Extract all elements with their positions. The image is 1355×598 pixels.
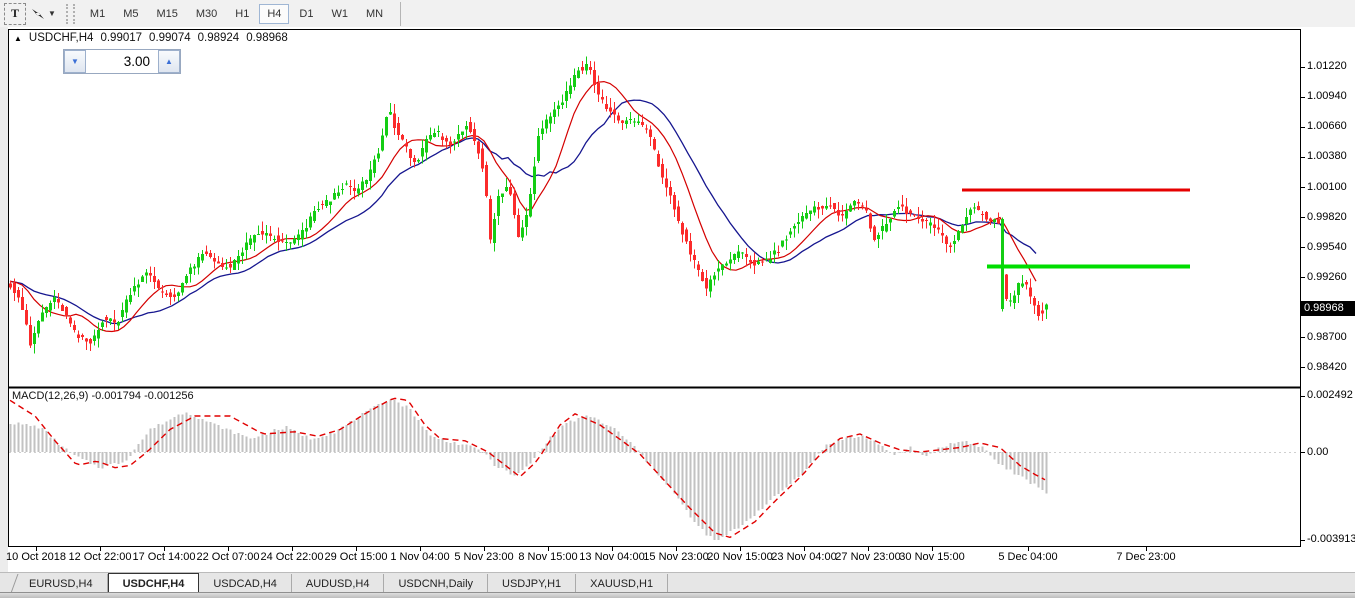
price-tick-label: 1.00100 bbox=[1307, 180, 1347, 193]
buy-button[interactable]: BUY bbox=[178, 50, 228, 72]
ohlc-high: 0.99074 bbox=[149, 32, 191, 44]
price-tick-label: 1.01220 bbox=[1307, 60, 1347, 73]
time-tick-label: 15 Nov 23:00 bbox=[643, 551, 709, 563]
timeframe-button-mn[interactable]: MN bbox=[365, 7, 384, 20]
ma-fast-line bbox=[9, 80, 1037, 333]
price-tick-label: 0.99540 bbox=[1307, 240, 1347, 253]
time-tick-label: 20 Nov 15:00 bbox=[707, 551, 773, 563]
time-tick-label: 5 Nov 23:00 bbox=[454, 551, 514, 563]
lot-size-control: ▼ ▲ bbox=[63, 49, 181, 74]
timeframe-button-h4[interactable]: H4 bbox=[259, 3, 290, 24]
time-tick-label: 23 Nov 04:00 bbox=[771, 551, 837, 563]
buy-price[interactable]: 0.98 99 1 bbox=[138, 70, 216, 111]
collapse-arrow-icon[interactable]: ▲ bbox=[14, 33, 22, 43]
timeframe-button-m30[interactable]: M30 bbox=[195, 7, 218, 20]
time-tick-label: 10 Oct 2018 bbox=[6, 551, 66, 563]
toolbar-separator bbox=[400, 1, 402, 26]
tab-xauusd[interactable]: XAUUSD,H1 bbox=[576, 574, 669, 593]
one-click-trading-panel: SELL 0.98 96 8 BUY 0.98 99 1 ▼ ▲ bbox=[10, 47, 231, 113]
time-tick-label: 30 Nov 15:00 bbox=[899, 551, 965, 563]
arrows-icon bbox=[32, 8, 44, 19]
price-tick-label: 0.99820 bbox=[1307, 210, 1347, 223]
time-tick-label: 27 Nov 23:00 bbox=[835, 551, 901, 563]
time-tick-label: 24 Oct 22:00 bbox=[260, 551, 324, 563]
time-tick-label: 8 Nov 15:00 bbox=[518, 551, 578, 563]
time-tick-label: 5 Dec 04:00 bbox=[998, 551, 1058, 563]
chart-ohlc-header: ▲ USDCHF,H4 0.99017 0.99074 0.98924 0.98… bbox=[14, 32, 288, 44]
bottom-strip bbox=[0, 592, 1355, 598]
chart-tab-bar: EURUSD,H4 USDCHF,H4 USDCAD,H4 AUDUSD,H4 USDC… bbox=[0, 572, 1355, 593]
time-tick-label: 29 Oct 15:00 bbox=[324, 551, 388, 563]
text-tool-icon: T bbox=[10, 6, 19, 20]
timeframe-toolbar: M1 M5 M15 M30 H1 H4 D1 W1 MN bbox=[81, 0, 392, 27]
chart-frame bbox=[8, 29, 1305, 551]
lot-decrease-button[interactable]: ▼ bbox=[64, 50, 86, 73]
sell-button[interactable]: SELL bbox=[13, 50, 63, 72]
time-tick-label: 13 Nov 04:00 bbox=[579, 551, 645, 563]
tab-eurusd[interactable]: EURUSD,H4 bbox=[15, 574, 108, 593]
timeframe-button-m5[interactable]: M5 bbox=[123, 7, 139, 20]
ohlc-close: 0.98968 bbox=[246, 32, 288, 44]
sell-tile[interactable]: SELL 0.98 96 8 bbox=[10, 47, 118, 113]
dropdown-caret-icon: ▼ bbox=[48, 9, 56, 18]
tab-usdcnh[interactable]: USDCNH,Daily bbox=[384, 574, 489, 593]
price-tick-label: 0.98420 bbox=[1307, 360, 1347, 373]
sell-price[interactable]: 0.98 96 8 bbox=[25, 70, 103, 111]
time-tick-label: 12 Oct 22:00 bbox=[68, 551, 132, 563]
time-tick-label: 17 Oct 14:00 bbox=[132, 551, 196, 563]
tab-usdcad[interactable]: USDCAD,H4 bbox=[199, 574, 292, 593]
macd-signal-line bbox=[9, 397, 1046, 539]
time-tick-label: 1 Nov 04:00 bbox=[390, 551, 450, 563]
ohlc-open: 0.99017 bbox=[100, 32, 143, 44]
timeframe-button-m1[interactable]: M1 bbox=[89, 7, 106, 20]
macd-tick-label: 0.00 bbox=[1307, 445, 1329, 458]
lot-size-input[interactable] bbox=[86, 50, 158, 73]
price-tick-label: 0.98700 bbox=[1307, 330, 1347, 343]
time-tick-label: 22 Oct 07:00 bbox=[196, 551, 260, 563]
macd-indicator-label: MACD(12,26,9) -0.001794 -0.001256 bbox=[12, 390, 194, 402]
timeframe-button-d1[interactable]: D1 bbox=[299, 7, 314, 20]
macd-tick-label: -0.003913 bbox=[1307, 533, 1355, 546]
price-tick-label: 1.00380 bbox=[1307, 150, 1347, 163]
buy-tile[interactable]: BUY 0.98 99 1 bbox=[123, 47, 231, 113]
text-tool-button[interactable]: T bbox=[4, 2, 26, 25]
timeframe-button-w1[interactable]: W1 bbox=[331, 7, 348, 20]
ma-slow-line bbox=[9, 99, 1037, 325]
price-tick-label: 1.00660 bbox=[1307, 120, 1347, 133]
tab-usdchf[interactable]: USDCHF,H4 bbox=[107, 573, 200, 593]
current-price-tag: 0.98968 bbox=[1301, 300, 1355, 316]
price-tick-label: 1.00940 bbox=[1307, 90, 1347, 103]
lot-increase-button[interactable]: ▲ bbox=[158, 50, 180, 73]
macd-tick-label: 0.002492 bbox=[1307, 389, 1353, 402]
tab-usdjpy[interactable]: USDJPY,H1 bbox=[488, 574, 577, 593]
arrows-tool-button[interactable]: ▼ bbox=[30, 4, 56, 24]
price-tick-label: 0.99260 bbox=[1307, 270, 1347, 283]
timeframe-button-h1[interactable]: H1 bbox=[235, 7, 250, 20]
macd-histogram bbox=[9, 399, 1048, 541]
tab-audusd[interactable]: AUDUSD,H4 bbox=[292, 574, 385, 593]
ohlc-low: 0.98924 bbox=[197, 32, 240, 44]
timeframe-button-m15[interactable]: M15 bbox=[156, 7, 178, 20]
time-tick-label: 7 Dec 23:00 bbox=[1116, 551, 1176, 563]
chart-symbol: USDCHF,H4 bbox=[28, 32, 94, 44]
toolbar-grip bbox=[65, 3, 75, 24]
candles-layer bbox=[9, 56, 1048, 354]
